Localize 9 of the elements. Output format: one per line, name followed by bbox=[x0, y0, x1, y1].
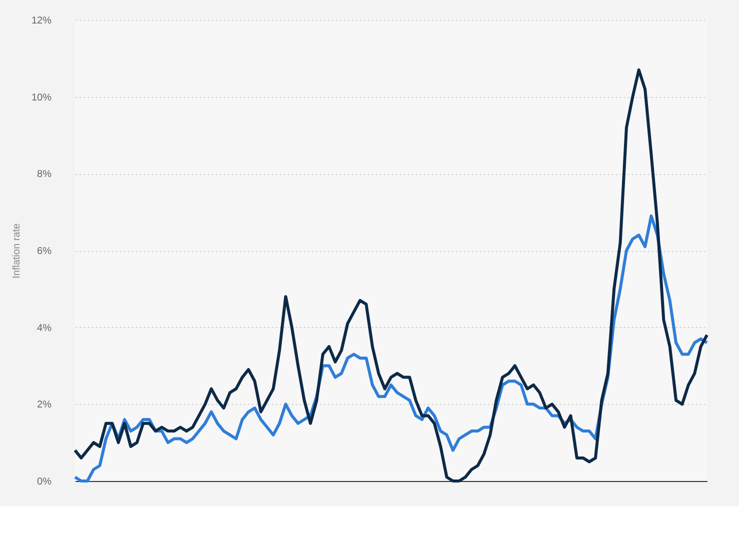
y-tick-label: 12% bbox=[31, 16, 52, 26]
y-tick-label: 0% bbox=[37, 476, 52, 488]
y-tick-label: 10% bbox=[31, 92, 52, 104]
y-axis-title: Inflation rate bbox=[11, 223, 22, 279]
y-tick-label: 2% bbox=[37, 400, 52, 411]
y-tick-label: 8% bbox=[37, 169, 52, 180]
line-series bbox=[74, 68, 708, 482]
y-tick-label: 6% bbox=[37, 246, 52, 257]
y-tick-label: 4% bbox=[37, 322, 52, 334]
